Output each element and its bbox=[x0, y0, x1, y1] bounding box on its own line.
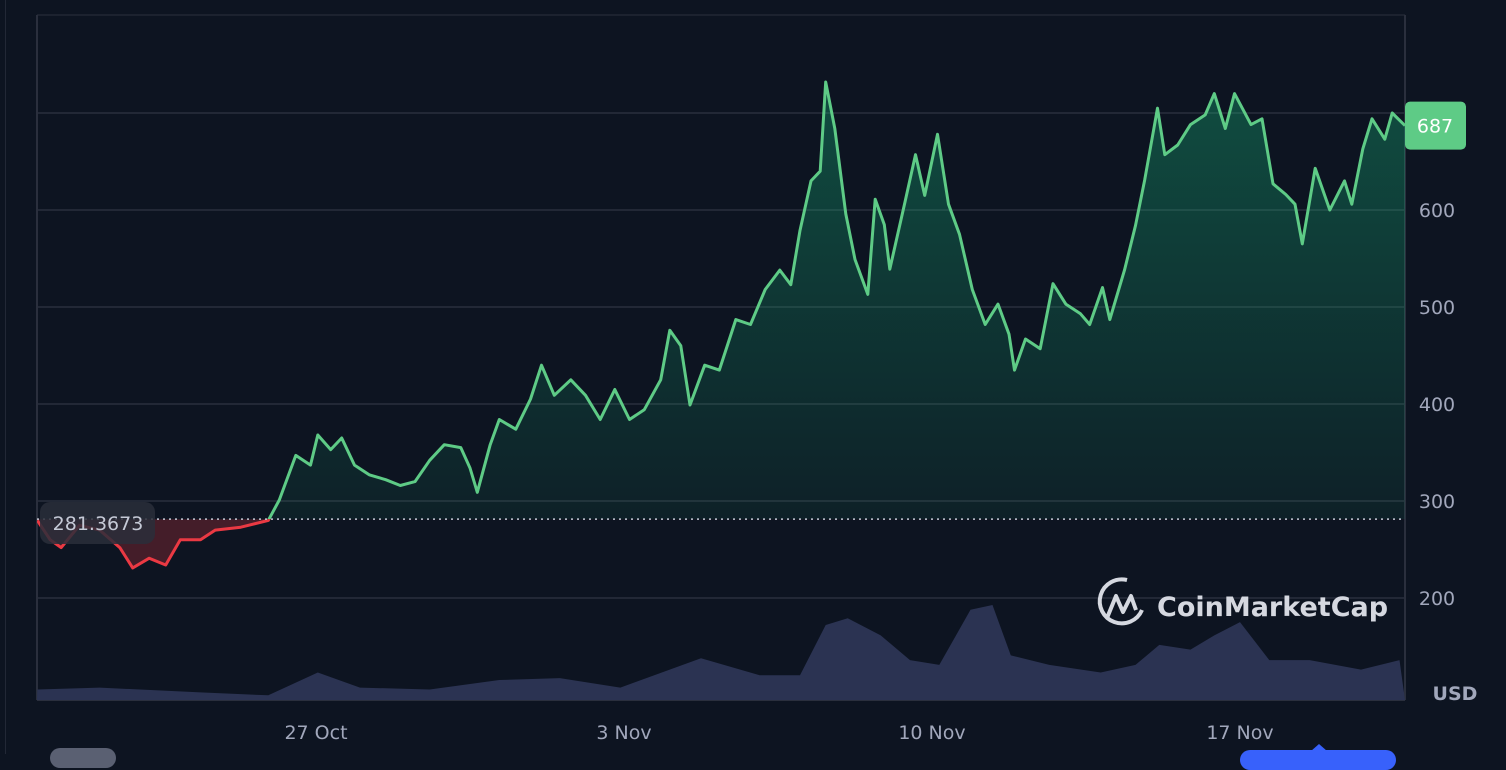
y-tick-label: 300 bbox=[1419, 491, 1455, 513]
x-tick-label: 3 Nov bbox=[596, 722, 651, 744]
x-tick-label: 17 Nov bbox=[1206, 722, 1273, 744]
y-axis: 200 300 400 500 600 bbox=[1419, 200, 1455, 610]
y-tick-label: 400 bbox=[1419, 394, 1455, 416]
y-tick-label: 500 bbox=[1419, 297, 1455, 319]
y-tick-label: 600 bbox=[1419, 200, 1455, 222]
price-series bbox=[37, 82, 1405, 568]
watermark-text: CoinMarketCap bbox=[1157, 592, 1388, 623]
current-price-text: 687 bbox=[1417, 116, 1453, 138]
time-range-button[interactable] bbox=[50, 748, 116, 768]
y-tick-label: 200 bbox=[1419, 588, 1455, 610]
range-selector-handle[interactable] bbox=[1240, 750, 1396, 770]
coinmarketcap-logo-icon bbox=[1100, 579, 1142, 623]
x-axis: 27 Oct 3 Nov 10 Nov 17 Nov bbox=[284, 722, 1273, 744]
coinmarketcap-watermark: CoinMarketCap bbox=[1100, 579, 1388, 623]
price-area-up bbox=[37, 82, 1405, 568]
baseline-value-text: 281.3673 bbox=[53, 513, 144, 535]
x-tick-label: 27 Oct bbox=[284, 722, 347, 744]
x-tick-label: 10 Nov bbox=[898, 722, 965, 744]
current-price-badge: 687 bbox=[1405, 102, 1466, 150]
baseline-label: 281.3673 bbox=[40, 502, 155, 544]
currency-unit-label: USD bbox=[1433, 683, 1478, 705]
